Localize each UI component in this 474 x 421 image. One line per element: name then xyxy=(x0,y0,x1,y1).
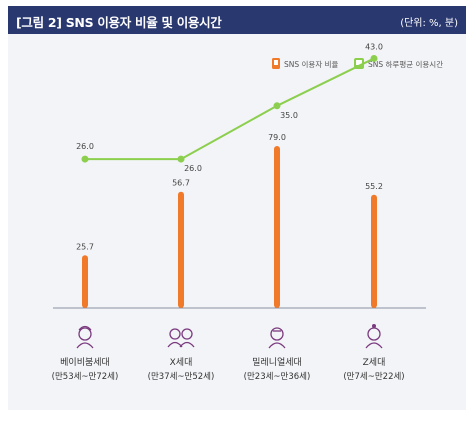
line-value-label-2: 35.0 xyxy=(280,111,298,120)
child-icon xyxy=(365,324,383,349)
chart-svg: SNS 이용자 비율 SNS 하루평균 이용시간 25.7 56.7 79.0 55.… xyxy=(52,42,444,382)
chart-title: [그림 2] SNS 이용자 비율 및 이용시간 xyxy=(16,15,222,30)
line-point-0 xyxy=(81,155,89,163)
bar-0 xyxy=(82,255,88,308)
phone-icon-screen xyxy=(274,60,278,65)
legend-label-usage-rate: SNS 이용자 비율 xyxy=(284,59,338,69)
bar-value-label-3: 55.2 xyxy=(365,182,383,191)
category-label-2: 밀레니얼세대 xyxy=(252,356,302,368)
line-value-label-0: 26.0 xyxy=(76,142,94,151)
category-sublabel-1: (만37세~만52세) xyxy=(148,372,215,382)
category-sublabel-3: (만7세~만22세) xyxy=(343,372,404,382)
couple-icon xyxy=(167,328,195,348)
title-bar: [그림 2] SNS 이용자 비율 및 이용시간 (단위: %, 분) xyxy=(8,6,466,34)
category-sublabel-2: (만23세~만36세) xyxy=(244,372,311,382)
line-point-2 xyxy=(273,102,281,110)
unit-label: (단위: %, 분) xyxy=(400,18,458,29)
bar-2 xyxy=(274,146,280,308)
bar-value-label-0: 25.7 xyxy=(76,242,94,251)
line-value-label-1: 26.0 xyxy=(184,164,202,173)
category-sublabel-0: (만53세~만72세) xyxy=(52,372,119,382)
legend-label-usage-time: SNS 하루평균 이용시간 xyxy=(368,59,443,69)
line-series: 26.0 26.0 35.0 43.0 xyxy=(76,42,383,173)
category-label-0: 베이비붐세대 xyxy=(60,357,110,368)
bar-value-label-1: 56.7 xyxy=(172,179,190,188)
category-label-3: Z세대 xyxy=(363,357,386,368)
young-person-icon xyxy=(268,327,286,349)
elder-person-icon xyxy=(76,325,94,349)
chart-frame: [그림 2] SNS 이용자 비율 및 이용시간 (단위: %, 분) SNS … xyxy=(8,6,466,410)
category-axis: 베이비붐세대 (만53세~만72세) X세대 (만37세~만52세) 밀레니얼세대 (만2… xyxy=(52,324,405,382)
legend-item-usage-time: SNS 하루평균 이용시간 xyxy=(354,58,443,69)
line-point-3 xyxy=(370,54,378,62)
bar-1 xyxy=(178,191,184,308)
category-label-1: X세대 xyxy=(170,357,193,368)
legend-item-usage-rate: SNS 이용자 비율 xyxy=(272,58,338,69)
bar-value-label-2: 79.0 xyxy=(268,133,286,142)
line-path xyxy=(85,57,375,161)
bar-series: 25.7 56.7 79.0 55.2 xyxy=(76,133,383,308)
bar-3 xyxy=(371,194,377,308)
line-point-1 xyxy=(177,155,185,163)
line-value-label-3: 43.0 xyxy=(365,42,383,51)
message-icon-inner xyxy=(356,60,362,65)
